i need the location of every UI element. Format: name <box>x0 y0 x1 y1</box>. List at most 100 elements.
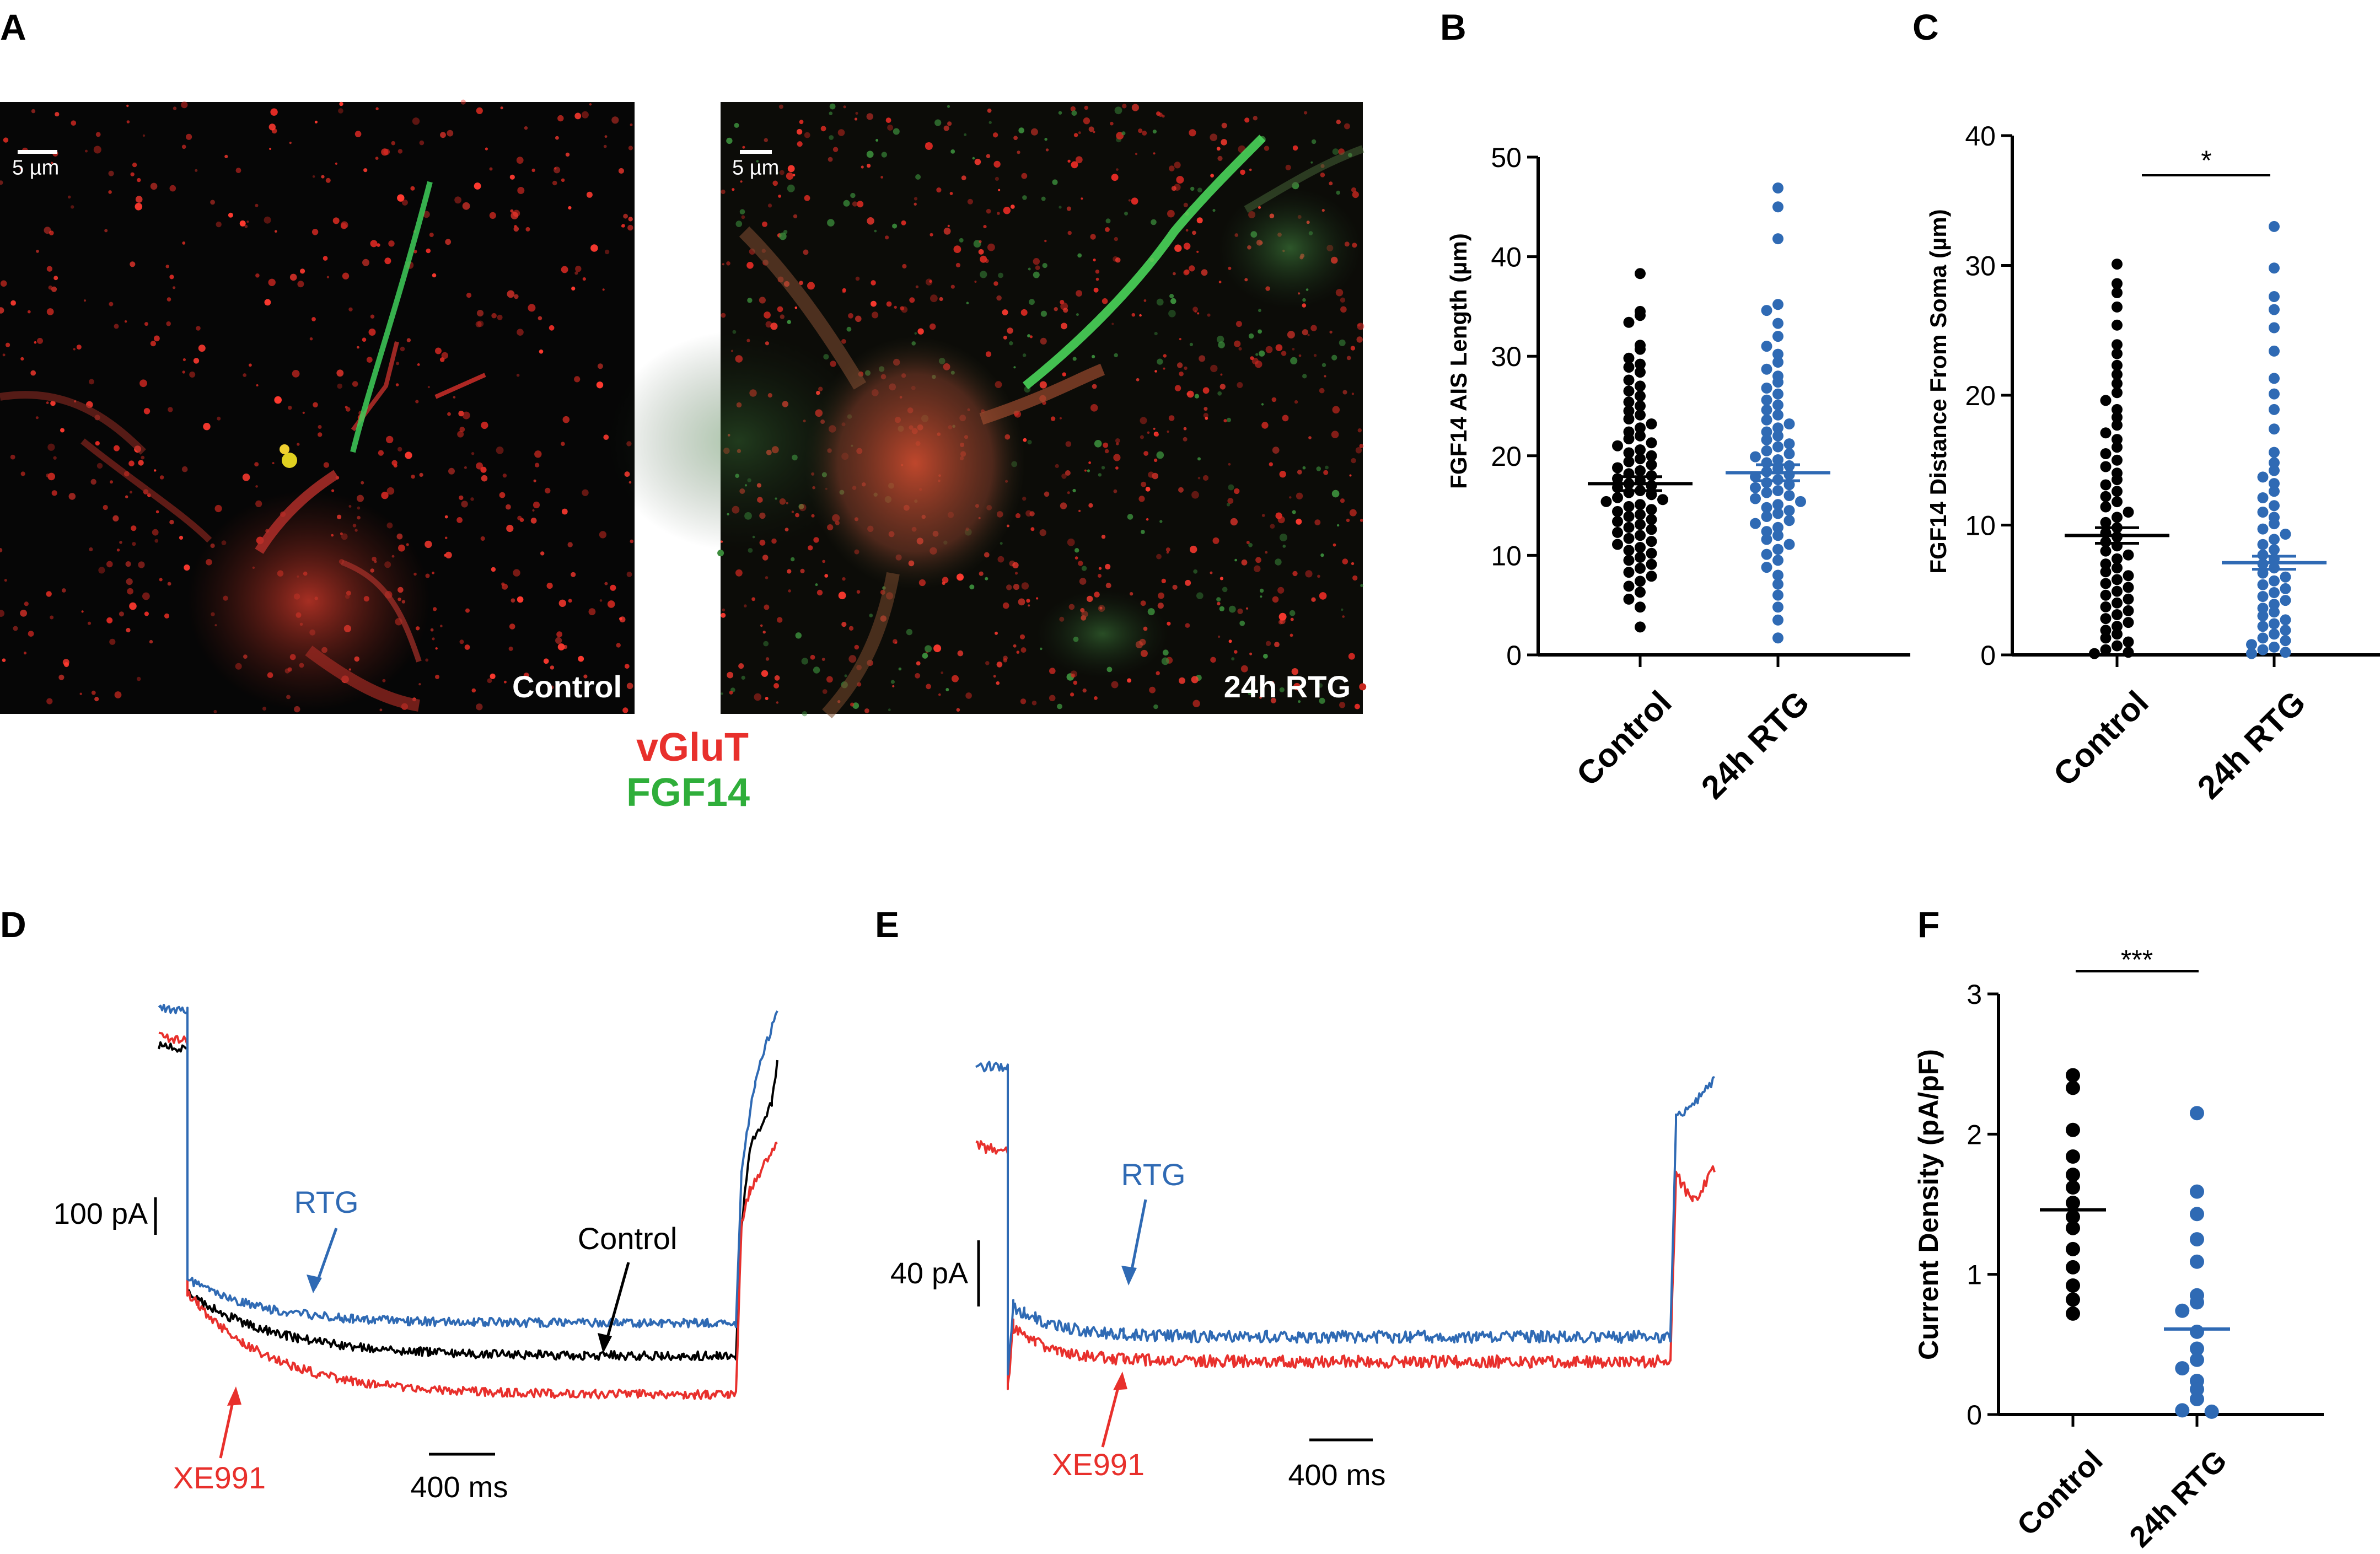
data-point <box>1772 499 1783 510</box>
data-point <box>1635 530 1646 541</box>
data-point <box>1612 492 1623 503</box>
data-point <box>2123 549 2134 561</box>
data-point <box>2269 423 2280 435</box>
data-point <box>2112 369 2123 380</box>
data-point <box>1635 562 1646 574</box>
data-point <box>2123 570 2134 582</box>
fgf14-ais-control <box>350 181 433 453</box>
label-xe991: XE991 <box>173 1460 266 1495</box>
data-point <box>1783 539 1795 550</box>
chart-ais-length: 0 10 20 30 40 50 Control 24h RTG <box>1491 142 1910 806</box>
data-point <box>2123 582 2134 593</box>
y-tick-label: 20 <box>1491 441 1522 472</box>
data-point <box>2123 605 2134 616</box>
data-point <box>2112 609 2123 620</box>
y-tick-label: 2 <box>1967 1119 1982 1150</box>
data-point <box>1772 233 1783 245</box>
data-point <box>2100 566 2112 578</box>
data-point <box>1772 454 1783 465</box>
data-point <box>2269 345 2280 357</box>
data-point <box>1783 418 1795 429</box>
significance-marker: *** <box>2121 944 2153 975</box>
data-point <box>1623 352 1635 364</box>
data-point <box>2190 1254 2204 1269</box>
current-scale-label: 100 pA <box>53 1197 148 1230</box>
data-point <box>2246 648 2257 659</box>
data-point <box>1646 571 1657 582</box>
data-point <box>2066 1209 2080 1224</box>
data-point <box>1646 558 1657 570</box>
arrowhead-rtg <box>1121 1266 1137 1286</box>
data-point <box>2112 412 2123 423</box>
data-point <box>2257 591 2269 602</box>
y-tick-label: 0 <box>1506 640 1522 671</box>
data-point <box>1623 555 1635 566</box>
time-scale-label: 400 ms <box>1288 1459 1385 1492</box>
chart-current-density: 0 1 2 3 Control 24h RTG <box>1967 979 2324 1554</box>
data-point <box>2112 562 2123 574</box>
data-point <box>2112 585 2123 597</box>
data-point <box>2112 259 2123 270</box>
data-point <box>2123 617 2134 628</box>
data-point <box>1635 519 1646 530</box>
arrowhead-xe991 <box>1113 1372 1127 1390</box>
data-point <box>1783 438 1795 450</box>
data-point <box>2112 434 2123 445</box>
data-point <box>2100 578 2112 589</box>
x-category-label: 24h RTG <box>2190 684 2313 806</box>
data-point <box>2100 517 2112 528</box>
data-point <box>2257 621 2269 632</box>
data-point <box>2100 613 2112 625</box>
panel-b-letter: B <box>1440 7 1466 47</box>
data-point <box>2269 618 2280 630</box>
data-point <box>1635 465 1646 476</box>
data-point <box>1635 587 1646 598</box>
legend-fgf14: FGF14 <box>626 771 750 815</box>
data-point <box>2280 625 2291 636</box>
data-point <box>2190 1184 2204 1199</box>
data-point <box>2269 221 2280 232</box>
data-point <box>1750 482 1761 493</box>
data-point <box>1635 310 1646 321</box>
legend-vglut: vGluT <box>636 725 749 770</box>
data-point <box>1761 383 1772 394</box>
y-tick-label: 10 <box>1491 540 1522 571</box>
data-point <box>2190 1207 2204 1222</box>
data-point <box>1612 506 1623 517</box>
y-tick-label: 50 <box>1491 142 1522 173</box>
data-point <box>2269 291 2280 302</box>
arrow-rtg <box>1129 1199 1147 1278</box>
fgf14-ais-rtg <box>1023 135 1266 390</box>
data-point <box>2112 339 2123 351</box>
data-point <box>2190 1295 2204 1310</box>
data-point <box>1623 533 1635 544</box>
data-point <box>2100 632 2112 644</box>
data-point <box>1657 494 1668 506</box>
data-point <box>2269 304 2280 315</box>
data-point <box>1623 413 1635 424</box>
data-point <box>2257 471 2269 483</box>
data-point <box>1772 357 1783 368</box>
data-point <box>1772 182 1783 193</box>
y-tick-label: 0 <box>1980 640 1996 671</box>
data-point <box>2123 507 2134 518</box>
panel-d-letter: D <box>0 904 26 945</box>
image-label-rtg: 24h RTG <box>1224 669 1351 704</box>
data-point <box>2269 322 2280 334</box>
current-trace <box>158 1031 778 1400</box>
data-point <box>1623 580 1635 592</box>
data-point <box>2112 278 2123 289</box>
data-point <box>2112 387 2123 399</box>
data-point <box>2269 518 2280 530</box>
current-trace <box>158 1003 778 1329</box>
y-tick-label: 20 <box>1965 380 1996 411</box>
data-point <box>1635 343 1646 355</box>
y-tick-label: 3 <box>1967 979 1982 1010</box>
data-point <box>1635 430 1646 442</box>
data-point <box>2269 587 2280 598</box>
data-point <box>1761 549 1772 560</box>
data-point <box>2257 603 2269 614</box>
data-point <box>2190 1382 2204 1397</box>
data-point <box>2190 1352 2204 1367</box>
data-point <box>1646 514 1657 525</box>
